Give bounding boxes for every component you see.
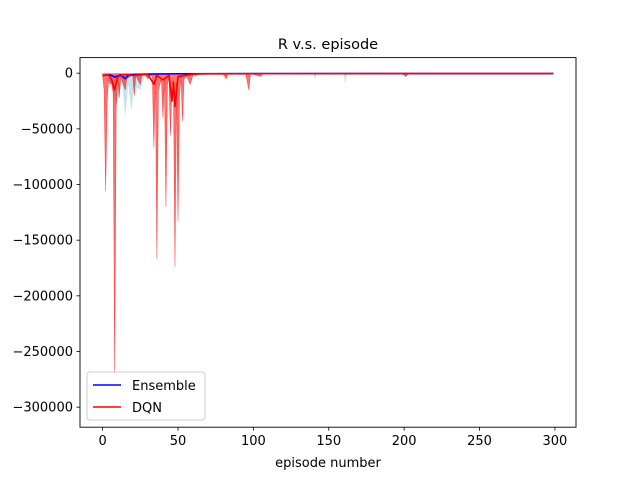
legend-label-ensemble: Ensemble xyxy=(132,379,196,394)
legend-box xyxy=(86,371,206,421)
x-tick-label: 50 xyxy=(170,434,187,449)
y-tick-label: −50000 xyxy=(21,122,73,137)
y-tick-label: 0 xyxy=(65,67,73,82)
plot-area xyxy=(102,72,554,374)
x-tick-label: 300 xyxy=(542,434,567,449)
y-tick-label: −300000 xyxy=(12,401,73,416)
axis-ticks: 0 50 100 150 200 250 300 0 −50000 −100000 −150000 −… xyxy=(12,67,567,450)
x-tick-label: 250 xyxy=(467,434,492,449)
legend: Ensemble DQN xyxy=(86,371,206,421)
x-tick-label: 150 xyxy=(316,434,341,449)
x-tick-label: 0 xyxy=(98,434,106,449)
y-tick-label: −150000 xyxy=(12,234,73,249)
plot-frame xyxy=(79,57,577,428)
y-tick-label: −100000 xyxy=(12,178,73,193)
x-tick-label: 100 xyxy=(241,434,266,449)
dqn-line xyxy=(102,72,554,108)
y-tick-label: −250000 xyxy=(12,345,73,360)
legend-label-dqn: DQN xyxy=(132,401,162,416)
chart-title: R v.s. episode xyxy=(278,37,378,53)
x-axis-label: episode number xyxy=(275,456,381,471)
y-tick-label: −200000 xyxy=(12,289,73,304)
x-tick-label: 200 xyxy=(392,434,417,449)
